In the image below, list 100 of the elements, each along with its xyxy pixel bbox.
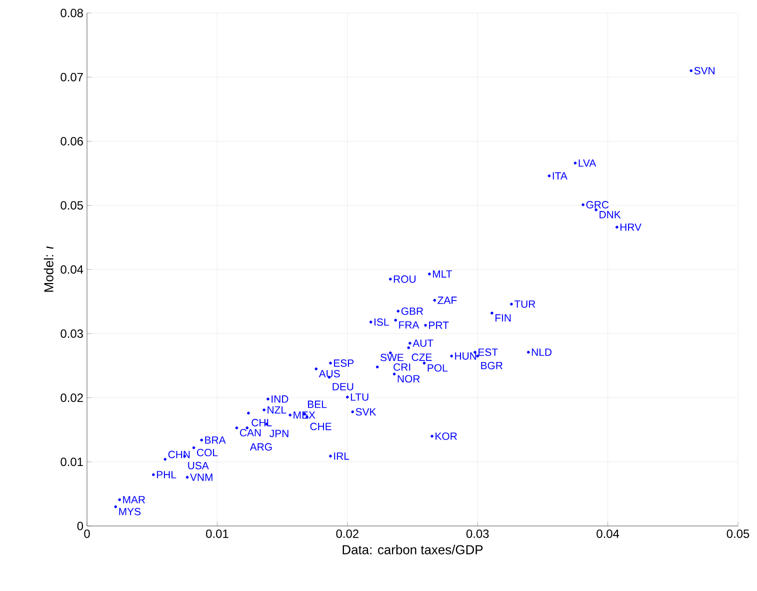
data-label: AUT: [412, 340, 434, 347]
data-label: MEX: [294, 411, 316, 419]
y-tick-label: 0.06: [60, 137, 83, 146]
data-label: KOR: [436, 432, 457, 440]
point: [690, 69, 693, 72]
data-label: ROU: [394, 275, 416, 283]
x-tick-label: 0.05: [726, 530, 750, 538]
point: [376, 366, 379, 368]
data-label: BEL: [308, 400, 327, 408]
data-label: PHL: [156, 471, 176, 478]
data-label: POL: [428, 364, 448, 372]
x-tick-label: 0.01: [206, 530, 228, 538]
data-label: BGR: [481, 362, 502, 370]
data-label: GRC: [586, 201, 609, 208]
point: [430, 434, 434, 438]
data-label: EST: [478, 348, 498, 356]
data-label: BRA: [205, 436, 226, 444]
data-label: CHN: [168, 450, 190, 458]
data-label: NOR: [398, 375, 420, 383]
data-label: GBR: [401, 307, 424, 315]
data-label: DNK: [600, 211, 621, 218]
data-label: SWE: [380, 354, 404, 362]
point: [490, 312, 494, 314]
point: [408, 342, 412, 345]
point: [192, 446, 196, 450]
data-label: FIN: [495, 314, 511, 322]
point: [616, 226, 618, 229]
point: [548, 174, 551, 178]
data-label: IND: [272, 395, 288, 403]
point: [262, 408, 266, 412]
data-label: MAR: [123, 496, 146, 504]
y-tick-label: 0.05: [60, 201, 83, 210]
point: [329, 362, 332, 365]
data-label: CRI: [394, 363, 410, 371]
data-label: MYS: [119, 508, 141, 516]
x-tick-label: 0.02: [336, 530, 358, 538]
point: [582, 203, 584, 206]
point: [450, 354, 453, 358]
data-label: SVN: [694, 67, 714, 74]
point: [407, 346, 410, 350]
point: [329, 454, 332, 458]
data-label: CHE: [310, 422, 332, 430]
data-label: CHL: [252, 418, 272, 426]
point: [510, 302, 513, 306]
point: [369, 320, 372, 324]
data-label: CZE: [412, 354, 432, 361]
point: [526, 350, 530, 354]
point: [428, 272, 431, 276]
y-tick-label: 0.04: [60, 265, 84, 274]
point: [476, 354, 479, 358]
data-label: LVA: [578, 159, 596, 167]
data-label: MLT: [432, 270, 452, 278]
data-label: COL: [197, 448, 218, 456]
x-tick-label: 0.03: [466, 530, 489, 538]
data-label: TUR: [514, 300, 536, 308]
point: [314, 367, 318, 370]
data-label: ITA: [552, 172, 568, 180]
data-label: PRT: [429, 322, 449, 329]
data-label: ARG: [250, 443, 272, 451]
data-label: LTU: [350, 393, 368, 401]
point: [152, 473, 155, 476]
point: [200, 438, 203, 442]
data-label: HUN: [455, 352, 476, 360]
point: [433, 298, 436, 302]
point: [346, 396, 349, 398]
data-label: HRV: [620, 224, 642, 231]
point: [247, 412, 250, 415]
y-tick-label: 0.01: [60, 458, 83, 466]
x-axis-title: Data: carbon taxes/GDP: [342, 544, 483, 554]
point: [396, 310, 400, 313]
y-axis-title: Model: ι: [44, 246, 54, 292]
point: [114, 505, 118, 508]
point: [388, 278, 392, 280]
data-label: DEU: [332, 383, 354, 390]
data-label: USA: [188, 462, 209, 470]
data-label: NZL: [268, 406, 286, 414]
data-label: AUS: [318, 370, 340, 378]
data-label: FRA: [399, 321, 420, 329]
data-label: JPN: [270, 430, 288, 438]
data-label: ESP: [334, 359, 354, 367]
point: [351, 410, 354, 414]
y-tick-label: 0.08: [60, 8, 83, 18]
data-label: VNM: [190, 474, 212, 481]
point: [235, 426, 238, 430]
data-label: IRL: [334, 452, 350, 460]
y-tick-label: 0: [77, 522, 84, 530]
point: [394, 318, 397, 322]
x-tick-label: 0.04: [596, 530, 620, 538]
data-label: CAN: [240, 428, 261, 436]
point: [118, 498, 121, 502]
point: [422, 362, 426, 365]
y-tick-label: 0.03: [60, 329, 83, 338]
point: [574, 162, 577, 164]
data-label: NLD: [532, 348, 552, 356]
x-tick-label: 0: [84, 530, 90, 538]
point: [424, 324, 427, 327]
point: [288, 414, 292, 416]
data-label: ISL: [374, 318, 389, 326]
point: [266, 398, 270, 400]
point: [164, 458, 167, 461]
